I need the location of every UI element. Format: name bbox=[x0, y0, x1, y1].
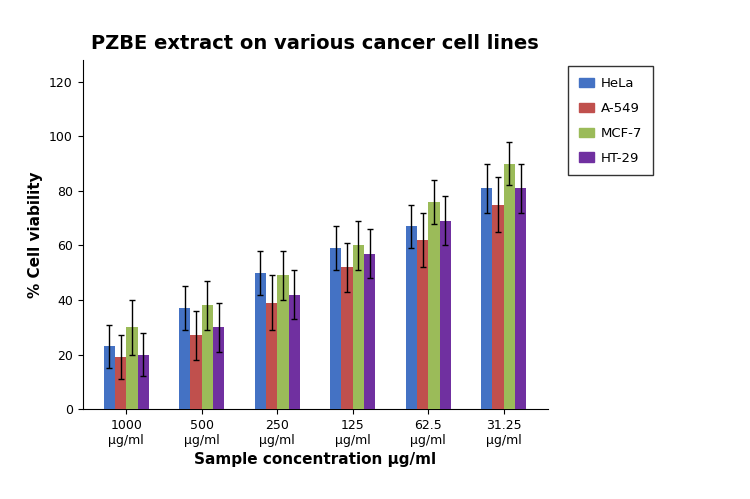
Bar bbox=[278, 275, 289, 409]
X-axis label: Sample concentration μg/ml: Sample concentration μg/ml bbox=[194, 453, 436, 468]
Title: PZBE extract on various cancer cell lines: PZBE extract on various cancer cell line… bbox=[92, 34, 538, 53]
Bar bbox=[352, 246, 364, 409]
Bar bbox=[364, 253, 376, 409]
Bar bbox=[493, 205, 504, 409]
Bar bbox=[440, 221, 451, 409]
Bar bbox=[179, 308, 190, 409]
Bar bbox=[289, 294, 300, 409]
Bar bbox=[104, 346, 115, 409]
Bar bbox=[266, 303, 278, 409]
Bar bbox=[341, 267, 352, 409]
Bar bbox=[428, 202, 439, 409]
Bar bbox=[190, 335, 202, 409]
Bar bbox=[115, 357, 126, 409]
Y-axis label: % Cell viability: % Cell viability bbox=[28, 171, 44, 298]
Bar bbox=[481, 188, 493, 409]
Bar bbox=[126, 327, 137, 409]
Legend: HeLa, A-549, MCF-7, HT-29: HeLa, A-549, MCF-7, HT-29 bbox=[568, 66, 653, 175]
Bar bbox=[137, 355, 149, 409]
Bar bbox=[330, 248, 341, 409]
Bar bbox=[213, 327, 224, 409]
Bar bbox=[406, 227, 417, 409]
Bar bbox=[515, 188, 526, 409]
Bar bbox=[202, 305, 213, 409]
Bar bbox=[254, 273, 266, 409]
Bar bbox=[417, 240, 428, 409]
Bar bbox=[504, 164, 515, 409]
